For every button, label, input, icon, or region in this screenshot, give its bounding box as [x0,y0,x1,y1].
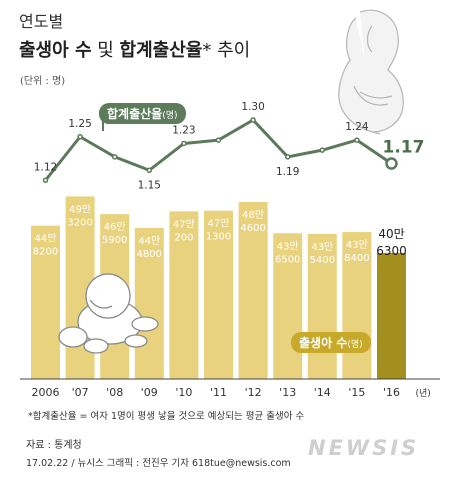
tfr-label-1: 1.25 [68,118,91,130]
title-part-tail: * 추이 [202,40,251,61]
tfr-label-4: 1.23 [172,124,195,136]
bar-10 [377,252,406,379]
x-tick-labels: 2006 '07 '08 '09 '10 '11 '12 '13 '14 '15 '16 (년) [32,386,431,399]
bar-4 [169,211,199,379]
bar-label-top-4: 47만 [173,218,195,230]
tfr-point-4 [181,140,187,147]
x-tick-4: '10 [175,386,192,399]
title-part-births: 출생아 수 [19,40,92,61]
bar-3 [134,227,164,379]
credit-text: 17.02.22 / 뉴시스 그래픽 : 전진우 기자 618tue@newsi… [26,458,291,469]
tfr-point-6 [250,117,256,123]
chart-title: 출생아 수 및 합계출산율* 추이 [19,36,250,62]
bar-label-top-8: 43만 [311,241,333,253]
bar-5 [204,210,233,379]
bar-label-top-7: 43만 [277,240,299,252]
tfr-label-3: 1.15 [138,179,161,191]
bar-label-top-6: 48만 [242,209,264,221]
bar-label-bottom-3: 4800 [137,249,162,260]
x-tick-9: '15 [348,386,365,399]
bar-label-bottom-9: 8400 [344,253,369,264]
newsis-logo: NEWSIS [308,436,420,460]
bar-label-bottom-7: 6500 [275,254,300,265]
bar-label-top-3: 44만 [138,235,160,247]
bar-label-bottom-4: 200 [174,232,193,243]
births-legend-text: 출생아 수 [299,336,348,350]
footnote: *합계출산율 = 여자 1명이 평생 낳을 것으로 예상되는 평균 출생아 수 [28,411,305,422]
title-part-and: 및 [91,40,120,61]
bar-6 [238,202,268,379]
title-part-tfr: 합계출산율 [119,40,203,61]
bar-8 [307,233,337,379]
tfr-point-1 [77,134,83,140]
bar-label-bottom-1: 3200 [67,217,92,228]
x-tick-5: '11 [210,386,227,399]
bar-label-bottom-6: 4600 [240,223,265,234]
bar-label-bottom-8: 5400 [310,255,335,266]
bar-9 [342,232,372,379]
x-tick-1: '07 [72,386,89,399]
tfr-point-7 [284,154,291,160]
x-tick-7: '13 [279,386,296,399]
x-tick-8: '14 [314,386,331,399]
tfr-label-9: 1.24 [345,121,369,133]
bar-label-top-2: 46만 [104,221,126,233]
x-tick-3: '09 [141,386,158,399]
tfr-line-group [42,117,398,184]
tfr-legend-text: 합계출산율 [107,107,163,121]
tfr-point-2 [111,154,118,160]
x-axis-suffix: (년) [416,388,431,399]
bar-label-top-9: 43만 [346,239,368,251]
bar-0 [31,225,60,379]
bar-labels-group: 44만 8200 49만 3200 46만 5900 44만 4800 47만 200 47만 130… [33,203,407,266]
bar-label-top-0: 44만 [35,233,57,245]
bar-label-bottom-2: 5900 [102,235,127,246]
tfr-label-0: 1.12 [34,161,57,173]
bar-label-top-1: 49만 [69,203,91,215]
x-tick-2: '08 [106,386,123,399]
tfr-label-6: 1.30 [241,101,264,113]
chart-subtitle: 연도별 [19,12,64,31]
births-legend-label: 출생아 수(명) [291,332,371,353]
source-text: 자료 : 통계청 [26,440,82,451]
baby-icon [58,273,159,354]
bar-label-top-10: 40만 [378,227,404,241]
tfr-label-7: 1.19 [276,166,299,178]
bar-label-top-5: 47만 [208,218,230,230]
tfr-point-5 [215,137,222,143]
x-tick-0: 2006 [32,386,60,399]
tfr-point-3 [146,167,153,173]
births-legend-unit: (명) [347,340,363,350]
bar-label-bottom-5: 1300 [206,232,231,243]
tfr-line [44,118,393,182]
tfr-point-0 [42,177,49,184]
bars-group [31,196,406,379]
tfr-point-10 [385,157,398,170]
pregnant-woman-icon [338,9,404,135]
x-tick-6: '12 [245,386,262,399]
x-tick-10: '16 [383,386,400,399]
bar-label-bottom-10: 6300 [376,244,407,258]
tfr-legend-label: 합계출산율(명) [99,103,186,124]
unit-label: (단위 : 명) [20,76,66,87]
tfr-label-10: 1.17 [383,138,425,158]
bar-7 [273,233,303,379]
bar-label-bottom-0: 8200 [33,247,58,258]
tfr-point-8 [319,147,326,153]
tfr-legend-unit: (명) [162,111,178,121]
tfr-labels-group: 1.12 1.25 1.15 1.23 1.30 1.19 1.24 1.17 [34,101,425,191]
tfr-point-9 [354,137,360,143]
